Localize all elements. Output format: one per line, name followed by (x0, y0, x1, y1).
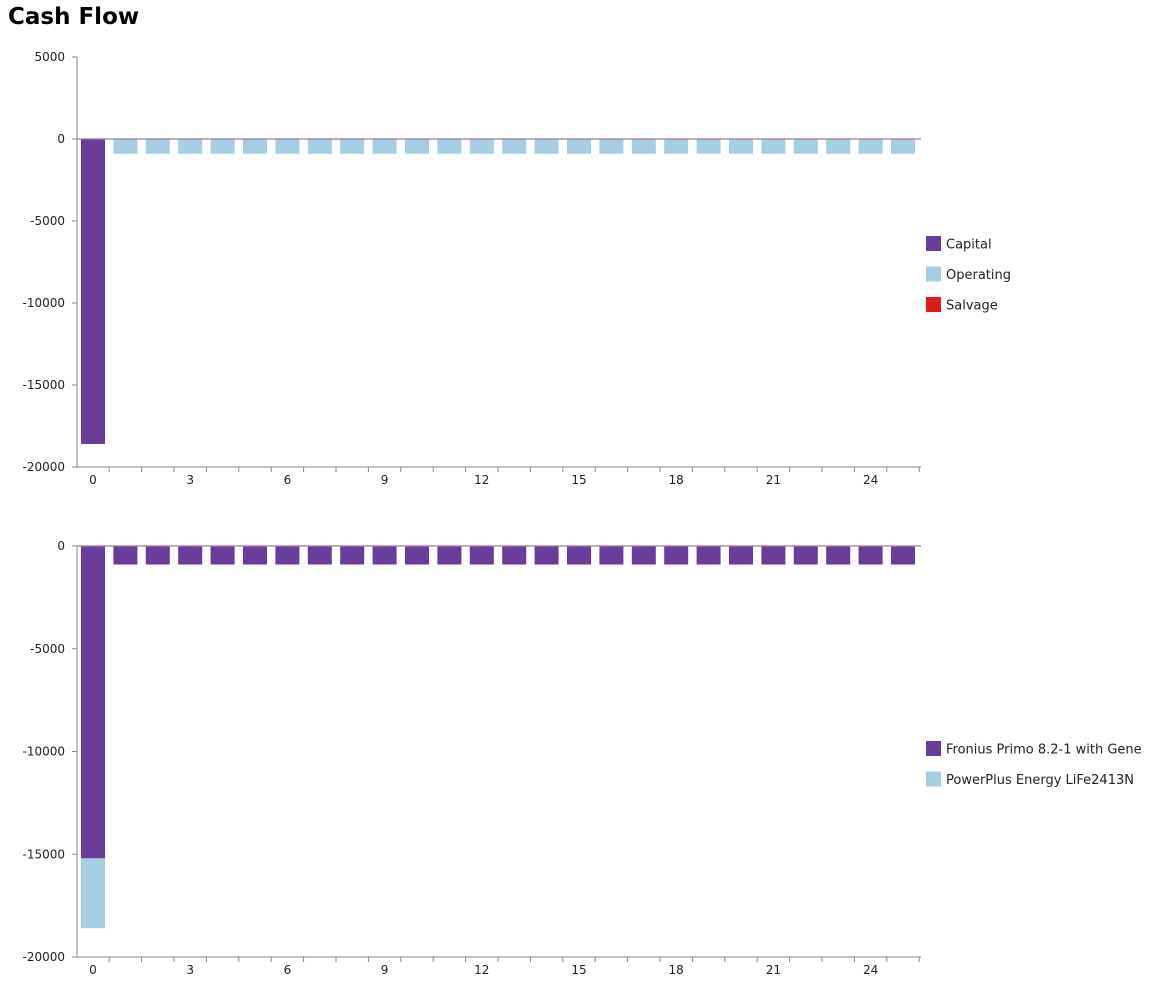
x-tick-label: 12 (474, 473, 489, 487)
bar-fronius-primo-8-2-1-with-gene-11 (437, 546, 462, 565)
bar-operating-21 (761, 139, 786, 154)
bar-operating-18 (664, 139, 689, 154)
x-tick-label: 6 (284, 473, 292, 487)
bar-operating-13 (502, 139, 527, 154)
bar-fronius-primo-8-2-1-with-gene-22 (793, 546, 818, 565)
bar-fronius-primo-8-2-1-with-gene-10 (405, 546, 429, 565)
bar-operating-9 (372, 139, 397, 154)
bar-operating-23 (826, 139, 851, 154)
y-tick-label: 0 (57, 132, 65, 146)
bar-fronius-primo-8-2-1-with-gene-7 (307, 546, 332, 565)
legend-label-salvage: Salvage (946, 299, 998, 314)
x-tick-label: 21 (766, 473, 781, 487)
bar-fronius-primo-8-2-1-with-gene-3 (178, 546, 203, 565)
x-tick-label: 21 (766, 963, 781, 977)
bar-operating-20 (729, 139, 753, 154)
bar-operating-12 (469, 139, 494, 154)
x-tick-label: 0 (89, 963, 97, 977)
y-tick-label: -15000 (22, 847, 65, 861)
bar-operating-22 (793, 139, 818, 154)
bar-fronius-primo-8-2-1-with-gene-24 (858, 546, 883, 565)
x-tick-label: 18 (669, 473, 684, 487)
legend-swatch-capital (926, 236, 941, 251)
bar-operating-19 (696, 139, 721, 154)
bar-powerplus-energy-life2413n-0 (81, 858, 105, 929)
legend-swatch-fronius-primo-8-2-1-with-gene (926, 741, 941, 756)
x-tick-label: 9 (381, 963, 389, 977)
cash-flow-by-component-chart: 0 -5000 -10000 -15000 -20000 0 3 6 9 12 15 18 21 24 Fr… (22, 539, 1141, 977)
bar-operating-6 (275, 139, 300, 154)
x-tick-label: 6 (284, 963, 292, 977)
x-tick-label: 9 (381, 473, 389, 487)
bar-operating-24 (858, 139, 883, 154)
legend-swatch-operating (926, 266, 941, 282)
x-tick-label: 12 (474, 963, 489, 977)
legend-label-operating: Operating (946, 268, 1011, 283)
y-tick-label: -15000 (22, 378, 65, 392)
x-tick-label: 3 (186, 963, 194, 977)
legend-swatch-salvage (926, 297, 941, 312)
bar-fronius-primo-8-2-1-with-gene-5 (243, 546, 267, 565)
legend-label-capital: Capital (946, 238, 992, 253)
bar-fronius-primo-8-2-1-with-gene-0 (81, 546, 105, 859)
bar-fronius-primo-8-2-1-with-gene-1 (113, 546, 138, 565)
x-tick-label: 0 (89, 473, 97, 487)
y-tick-label: -20000 (22, 460, 65, 474)
bar-fronius-primo-8-2-1-with-gene-8 (340, 546, 365, 565)
bar-operating-7 (307, 139, 332, 154)
bar-fronius-primo-8-2-1-with-gene-14 (534, 546, 559, 565)
bar-operating-25 (891, 139, 915, 154)
bar-fronius-primo-8-2-1-with-gene-12 (469, 546, 494, 565)
y-tick-label: 0 (57, 539, 65, 553)
x-tick-label: 15 (571, 473, 586, 487)
bar-operating-4 (210, 139, 235, 154)
bar-fronius-primo-8-2-1-with-gene-9 (372, 546, 397, 565)
x-tick-label: 24 (863, 473, 878, 487)
bar-fronius-primo-8-2-1-with-gene-16 (599, 546, 624, 565)
bar-fronius-primo-8-2-1-with-gene-15 (567, 546, 591, 565)
bar-operating-2 (145, 139, 170, 154)
bar-fronius-primo-8-2-1-with-gene-17 (631, 546, 656, 565)
bar-fronius-primo-8-2-1-with-gene-18 (664, 546, 689, 565)
bar-capital-0 (81, 139, 105, 445)
bar-operating-11 (437, 139, 462, 154)
bar-fronius-primo-8-2-1-with-gene-20 (729, 546, 753, 565)
legend-label-powerplus-energy-life2413n: PowerPlus Energy LiFe2413N (946, 773, 1134, 788)
y-tick-label: -10000 (22, 296, 65, 310)
bar-operating-3 (178, 139, 203, 154)
bar-fronius-primo-8-2-1-with-gene-21 (761, 546, 786, 565)
bar-operating-5 (243, 139, 267, 154)
cash-flow-by-category-chart: 5000 0 -5000 -10000 -15000 -20000 0 3 6 9 12 15 18 21… (22, 50, 1011, 487)
y-tick-label: -5000 (30, 642, 65, 656)
legend-swatch-powerplus-energy-life2413n (926, 771, 941, 787)
bar-fronius-primo-8-2-1-with-gene-6 (275, 546, 300, 565)
y-tick-label: 5000 (34, 50, 65, 64)
x-tick-label: 15 (571, 963, 586, 977)
bar-fronius-primo-8-2-1-with-gene-2 (145, 546, 170, 565)
bar-operating-15 (567, 139, 591, 154)
y-tick-label: -20000 (22, 950, 65, 964)
bar-operating-17 (631, 139, 656, 154)
bar-fronius-primo-8-2-1-with-gene-13 (502, 546, 527, 565)
bar-fronius-primo-8-2-1-with-gene-25 (891, 546, 915, 565)
x-tick-label: 24 (863, 963, 878, 977)
bar-operating-14 (534, 139, 559, 154)
bar-operating-8 (340, 139, 365, 154)
bar-operating-10 (405, 139, 429, 154)
x-tick-label: 18 (669, 963, 684, 977)
x-tick-label: 3 (186, 473, 194, 487)
bar-fronius-primo-8-2-1-with-gene-4 (210, 546, 235, 565)
bar-operating-16 (599, 139, 624, 154)
y-tick-label: -10000 (22, 745, 65, 759)
legend-label-fronius-primo-8-2-1-with-gene: Fronius Primo 8.2-1 with Gene (946, 743, 1142, 758)
bar-fronius-primo-8-2-1-with-gene-19 (696, 546, 721, 565)
page-title: Cash Flow (8, 4, 140, 30)
bar-operating-1 (113, 139, 138, 154)
bar-fronius-primo-8-2-1-with-gene-23 (826, 546, 851, 565)
y-tick-label: -5000 (30, 214, 65, 228)
